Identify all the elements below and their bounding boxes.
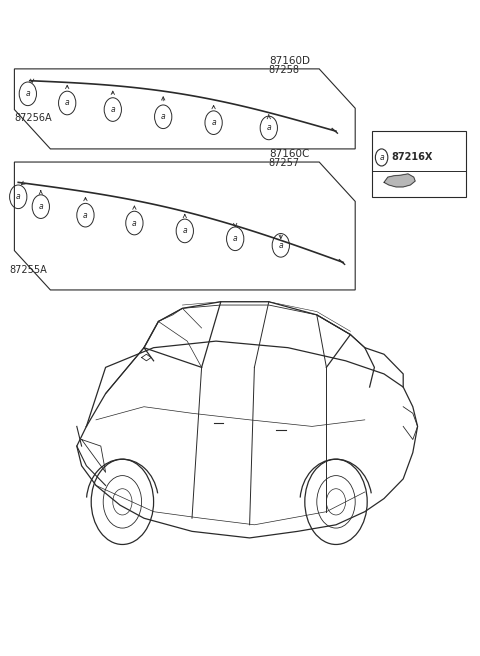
Text: a: a: [161, 112, 166, 121]
Text: a: a: [132, 218, 137, 228]
Text: 87216X: 87216X: [391, 152, 432, 163]
Text: a: a: [65, 98, 70, 108]
Text: a: a: [16, 192, 21, 201]
Text: 87255A: 87255A: [10, 265, 48, 276]
Bar: [372, 131, 466, 197]
Text: 87258: 87258: [269, 66, 300, 75]
Text: a: a: [266, 123, 271, 133]
Text: a: a: [38, 202, 43, 211]
Text: 87160D: 87160D: [269, 56, 310, 66]
Polygon shape: [384, 174, 415, 187]
Text: a: a: [83, 211, 88, 220]
Text: a: a: [233, 234, 238, 243]
Text: a: a: [278, 241, 283, 250]
Text: 87256A: 87256A: [14, 113, 52, 123]
Text: a: a: [379, 153, 384, 162]
Text: a: a: [110, 105, 115, 114]
Text: 87160C: 87160C: [269, 149, 309, 159]
Text: 87257: 87257: [269, 158, 300, 168]
Text: a: a: [211, 118, 216, 127]
Text: a: a: [25, 89, 30, 98]
Text: a: a: [182, 226, 187, 236]
